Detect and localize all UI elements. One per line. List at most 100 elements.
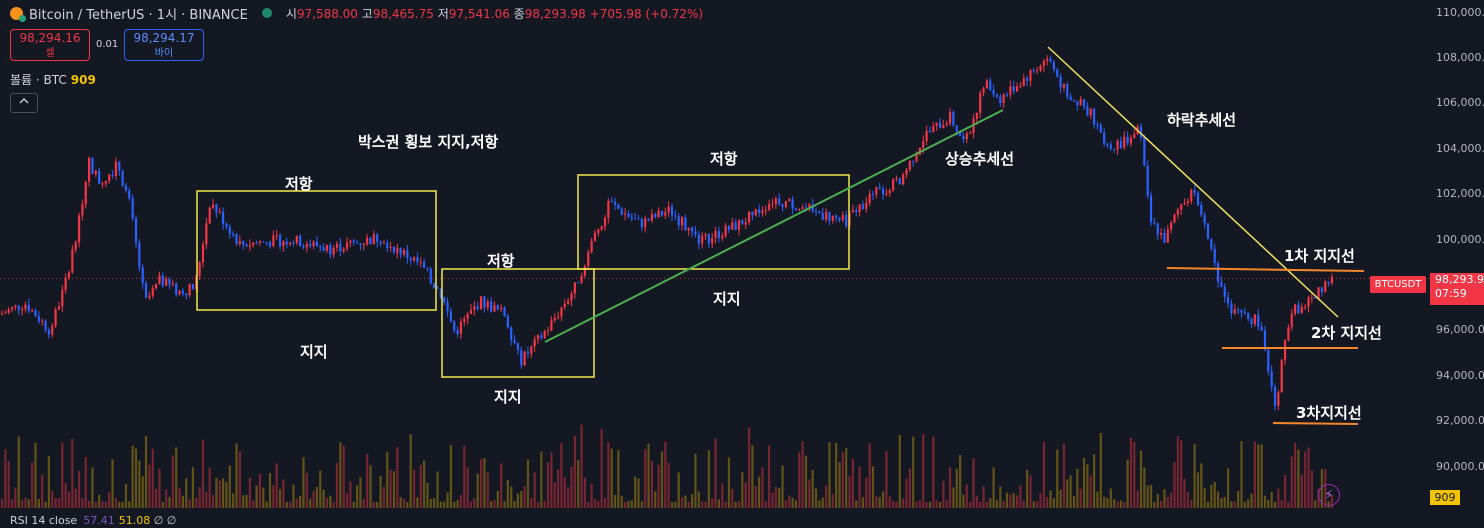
volume-bar: [10, 499, 14, 508]
volume-bar: [31, 462, 34, 508]
candle-body: [168, 278, 171, 285]
candle-body: [84, 181, 87, 205]
volume-bar: [1196, 472, 1200, 508]
volume-bar: [808, 479, 811, 508]
volume-bar: [305, 472, 308, 508]
candle-body: [1324, 281, 1327, 292]
volume-bar: [567, 487, 570, 508]
volume-bar: [439, 501, 442, 508]
candle-body: [989, 80, 992, 90]
volume-bar: [557, 469, 560, 508]
volume-bar: [577, 460, 580, 508]
volume-bar: [319, 470, 322, 508]
candle-body: [215, 204, 218, 213]
candle-body: [674, 215, 677, 217]
candle-body: [399, 248, 402, 255]
candle-body: [952, 111, 955, 126]
volume-bar: [701, 501, 704, 508]
candle-body: [77, 215, 81, 243]
volume-bar: [1133, 441, 1136, 508]
candle-body: [825, 212, 828, 220]
volume-bar: [205, 492, 208, 508]
candle-body: [208, 207, 211, 224]
rsi-ma-value: 51.08: [118, 514, 151, 527]
candle-body: [282, 241, 285, 247]
bitcoin-icon: [10, 6, 26, 22]
volume-bar: [506, 479, 509, 508]
rsi-legend[interactable]: RSI 14 close 57.41 51.08 ∅ ∅: [10, 514, 176, 527]
volume-bar: [24, 497, 27, 508]
candle-body: [71, 249, 74, 273]
volume-bar: [1237, 490, 1240, 508]
sell-price: 98,294.16: [19, 31, 81, 45]
volume-bar: [593, 498, 597, 508]
symbol-title[interactable]: Bitcoin / TetherUS · 1시 · BINANCE: [29, 7, 248, 23]
volume-bar: [979, 501, 982, 508]
candle-body: [687, 227, 690, 231]
candle-body: [942, 125, 945, 129]
candle-body: [493, 305, 496, 312]
candle-body: [1327, 281, 1330, 284]
candle-body: [245, 244, 248, 247]
volume-bar: [1277, 488, 1280, 508]
candle-body: [1186, 201, 1189, 204]
candle-body: [1277, 392, 1280, 406]
candle-body: [74, 242, 77, 250]
candle-body: [1320, 287, 1323, 292]
candle-body: [617, 204, 620, 209]
volume-bar: [1247, 499, 1250, 508]
candle-body: [309, 243, 312, 246]
candle-body: [265, 242, 268, 244]
candle-body: [533, 339, 536, 347]
volume-bar: [1005, 492, 1009, 508]
volume-bar: [158, 468, 161, 508]
volume-bar: [654, 491, 657, 508]
volume-bar: [684, 495, 687, 508]
volume-bar: [37, 499, 40, 508]
candle-body: [449, 311, 452, 322]
candle-body: [1160, 232, 1163, 235]
lightning-icon[interactable]: ⚡: [1318, 484, 1340, 506]
volume-bar: [335, 463, 339, 508]
volume-bar: [711, 498, 714, 508]
volume-bar: [479, 459, 483, 508]
candle-body: [1193, 189, 1196, 193]
support-line-3: [1272, 422, 1359, 425]
candle-body: [171, 283, 174, 285]
volume-bar: [456, 500, 459, 508]
candle-body: [895, 178, 898, 180]
volume-bar: [1143, 467, 1146, 508]
candle-body: [543, 331, 546, 339]
volume-bar: [312, 490, 315, 508]
volume-bar: [838, 462, 841, 508]
volume-bar: [932, 436, 935, 508]
candle-body: [322, 247, 325, 251]
candle-body: [1200, 204, 1203, 215]
volume-bar: [500, 463, 503, 508]
volume-bar: [191, 467, 195, 508]
volume-bar: [1280, 500, 1283, 508]
bar-countdown: 07:59: [1435, 287, 1467, 300]
volume-bar: [278, 489, 282, 508]
candle-body: [1113, 148, 1116, 150]
candle-body: [1082, 99, 1086, 107]
candle-body: [828, 212, 831, 221]
volume-bar: [215, 477, 218, 508]
candle-body: [593, 233, 597, 241]
annotation-uptrend: 상승추세선: [945, 150, 1015, 168]
volume-bar: [942, 480, 945, 508]
volume-bar: [406, 501, 409, 508]
volume-legend[interactable]: 볼륨 · BTC 909: [10, 71, 96, 88]
volume-bar: [1243, 501, 1246, 508]
volume-bar: [617, 449, 620, 508]
candle-body: [1099, 124, 1102, 133]
candle-body: [1267, 349, 1270, 372]
volume-bar: [1062, 443, 1066, 508]
candle-body: [392, 246, 396, 253]
buy-button[interactable]: 98,294.17 바이: [124, 29, 204, 61]
chevron-up-icon[interactable]: [10, 93, 38, 113]
candle-body: [41, 320, 44, 322]
sell-button[interactable]: 98,294.16 셀: [10, 29, 90, 61]
candle-body: [523, 351, 526, 366]
